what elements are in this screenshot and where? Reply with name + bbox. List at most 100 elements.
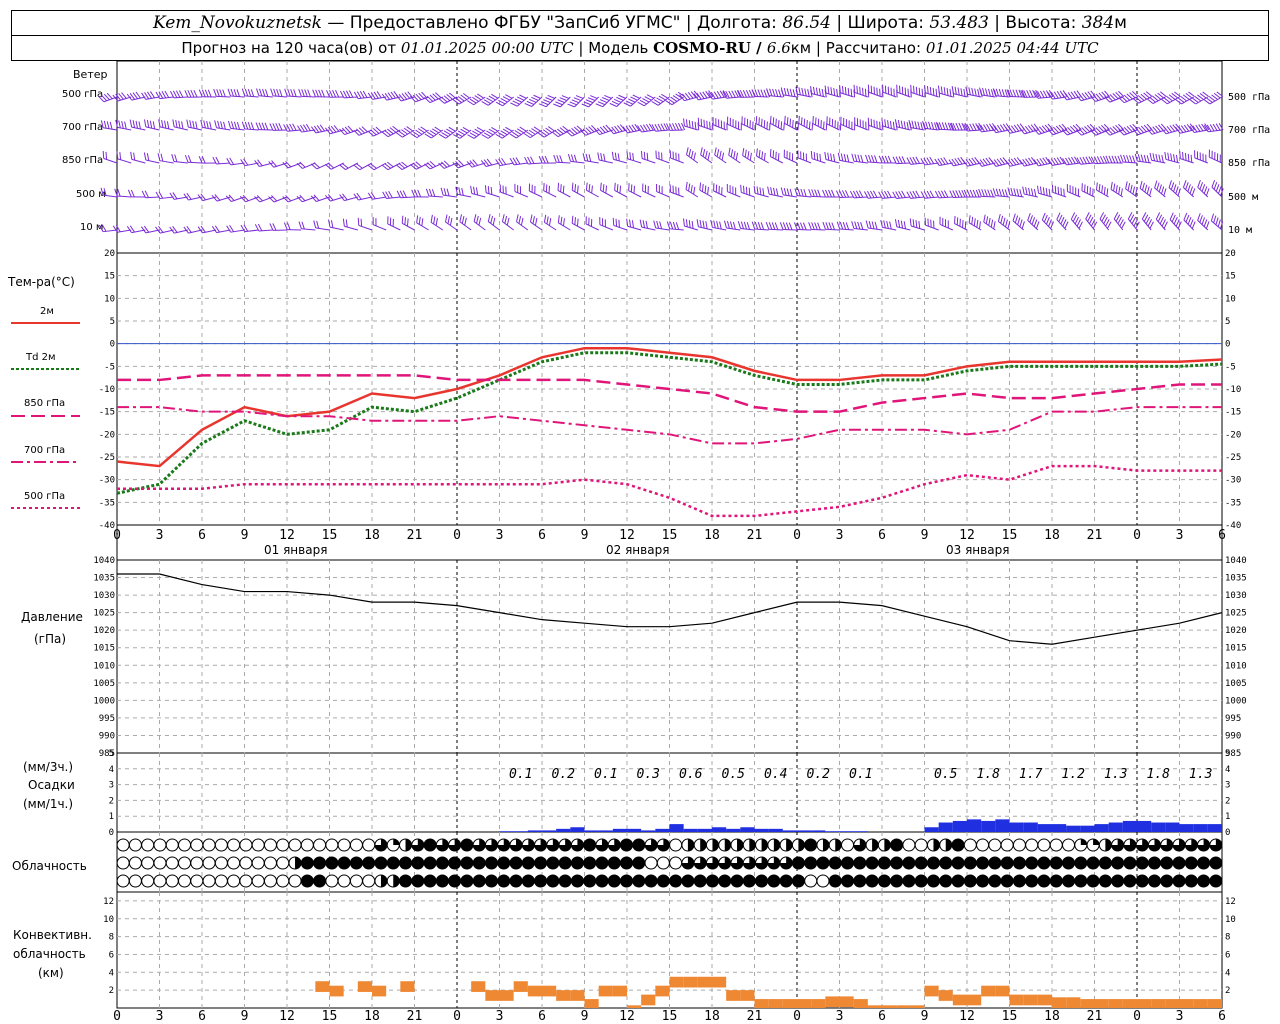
wind-barb-flag (831, 222, 835, 230)
wind-barb-flag (1109, 94, 1116, 101)
cloud-cover-symbol (1062, 874, 1076, 888)
conv-cloud-bar (1009, 994, 1024, 1006)
wind-barb-flag (581, 103, 589, 108)
x-tick-label: 3 (156, 528, 164, 543)
wind-barb-flag (460, 94, 468, 100)
cloud-cover-symbol (669, 856, 683, 870)
wind-barb-flag (509, 158, 515, 166)
cloud-cover-symbol (988, 838, 1002, 852)
wind-barb-flag (375, 126, 382, 133)
wind-barb (254, 159, 273, 167)
wind-barb-flag (842, 222, 847, 230)
wind-barb-flag (795, 86, 798, 95)
wind-barb-flag (754, 221, 759, 230)
wind-barb-flag (212, 156, 217, 165)
wind-barb-flag (834, 120, 836, 128)
precip-bar (513, 831, 528, 832)
wind-barb-flag (616, 184, 619, 192)
wind-barb-flag (746, 118, 749, 127)
wind-barb-flag (1064, 92, 1070, 100)
cloud-cover-symbol (153, 856, 167, 870)
wind-barb (401, 215, 415, 231)
conv-cloud-bar (867, 1005, 882, 1008)
wind-barb (1197, 213, 1210, 231)
wind-barb-flag (1086, 124, 1093, 132)
cloud-cover-symbol (202, 856, 216, 870)
wind-barb-flag (1170, 182, 1175, 190)
wind-barb-flag (955, 122, 960, 131)
pressure-tick-right: 1020 (1225, 626, 1247, 636)
wind-barb (239, 194, 259, 203)
wind-barb (155, 225, 174, 234)
wind-barb-flag (661, 152, 663, 161)
wind-barb-flag (747, 151, 750, 159)
cloud-cover-symbol (276, 838, 290, 852)
wind-barb-shaft (216, 95, 231, 98)
cloud-fill-full (743, 875, 756, 887)
conv-cloud-bar (740, 990, 755, 1001)
wind-barb-flag (501, 157, 507, 165)
wind-barb (240, 158, 259, 167)
wind-barb (481, 126, 500, 139)
wind-barb-shaft (174, 126, 188, 131)
wind-barb-flag (775, 89, 779, 97)
cloud-cover-symbol (742, 856, 756, 870)
wind-barb (977, 123, 997, 133)
wind-barb-flag (1133, 219, 1138, 227)
wind-barb (742, 147, 755, 164)
wind-barb-flag (313, 162, 320, 169)
wind-barb-flag (1103, 186, 1106, 195)
cloud-cover-symbol (890, 856, 904, 870)
cloud-fill-full (1136, 857, 1149, 869)
pressure-tick-right: 1025 (1225, 609, 1247, 619)
wind-barb-flag (1106, 128, 1113, 135)
cloud-cover-symbol (1111, 856, 1125, 870)
wind-barb-flag (1174, 91, 1181, 97)
wind-barb (836, 221, 854, 231)
x-tick-label-bottom: 0 (793, 1009, 801, 1024)
wind-barb (268, 195, 288, 203)
wind-barb-flag (1095, 182, 1098, 191)
conv-cloud-bar (471, 981, 486, 992)
wind-barb-flag (370, 163, 377, 169)
wind-barb-flag (1017, 217, 1021, 225)
wind-barb-shaft (768, 228, 783, 231)
wind-barb-flag (667, 98, 675, 104)
precip-bar (1137, 820, 1152, 832)
wind-barb-flag (753, 185, 756, 194)
precip-tick-right: 1 (1225, 812, 1230, 822)
wind-barb (1022, 186, 1038, 198)
cloud-cover-symbol (1049, 838, 1063, 852)
wind-barb-flag (531, 184, 533, 193)
wind-barb-flag (769, 115, 772, 124)
wind-barb-flag (158, 119, 161, 127)
wind-barb (1075, 90, 1096, 102)
cloud-cover-symbol (1184, 856, 1198, 870)
wind-barb-flag (716, 220, 719, 229)
wind-barb-flag (718, 119, 720, 128)
wind-barb-flag (864, 191, 869, 199)
cloud-fill-full (1025, 875, 1038, 887)
wind-barb-flag (443, 95, 451, 102)
wind-barb-flag (1089, 95, 1096, 102)
wind-barb-flag (1157, 214, 1163, 222)
wind-barb-flag (1047, 123, 1054, 131)
cloud-circle (251, 874, 265, 888)
wind-barb-flag (912, 219, 915, 227)
wind-barb-flag (531, 128, 539, 134)
wind-barb-flag (144, 190, 149, 198)
pressure-tick-right: 1015 (1225, 644, 1247, 654)
precip-bar (1151, 822, 1166, 832)
wind-barb-flag (1118, 186, 1121, 195)
wind-barb-flag (244, 88, 249, 97)
wind-barb-flag (475, 187, 479, 196)
cloud-fill-full (424, 839, 437, 851)
wind-barb-flag (576, 185, 579, 194)
wind-barb-flag (488, 128, 496, 134)
wind-barb (1125, 181, 1138, 198)
wind-barb-flag (367, 164, 375, 171)
wind-barb-flag (273, 88, 277, 97)
wind-barb-flag (1041, 125, 1048, 132)
wind-barb-flag (1039, 90, 1045, 98)
wind-barb-flag (293, 89, 297, 97)
